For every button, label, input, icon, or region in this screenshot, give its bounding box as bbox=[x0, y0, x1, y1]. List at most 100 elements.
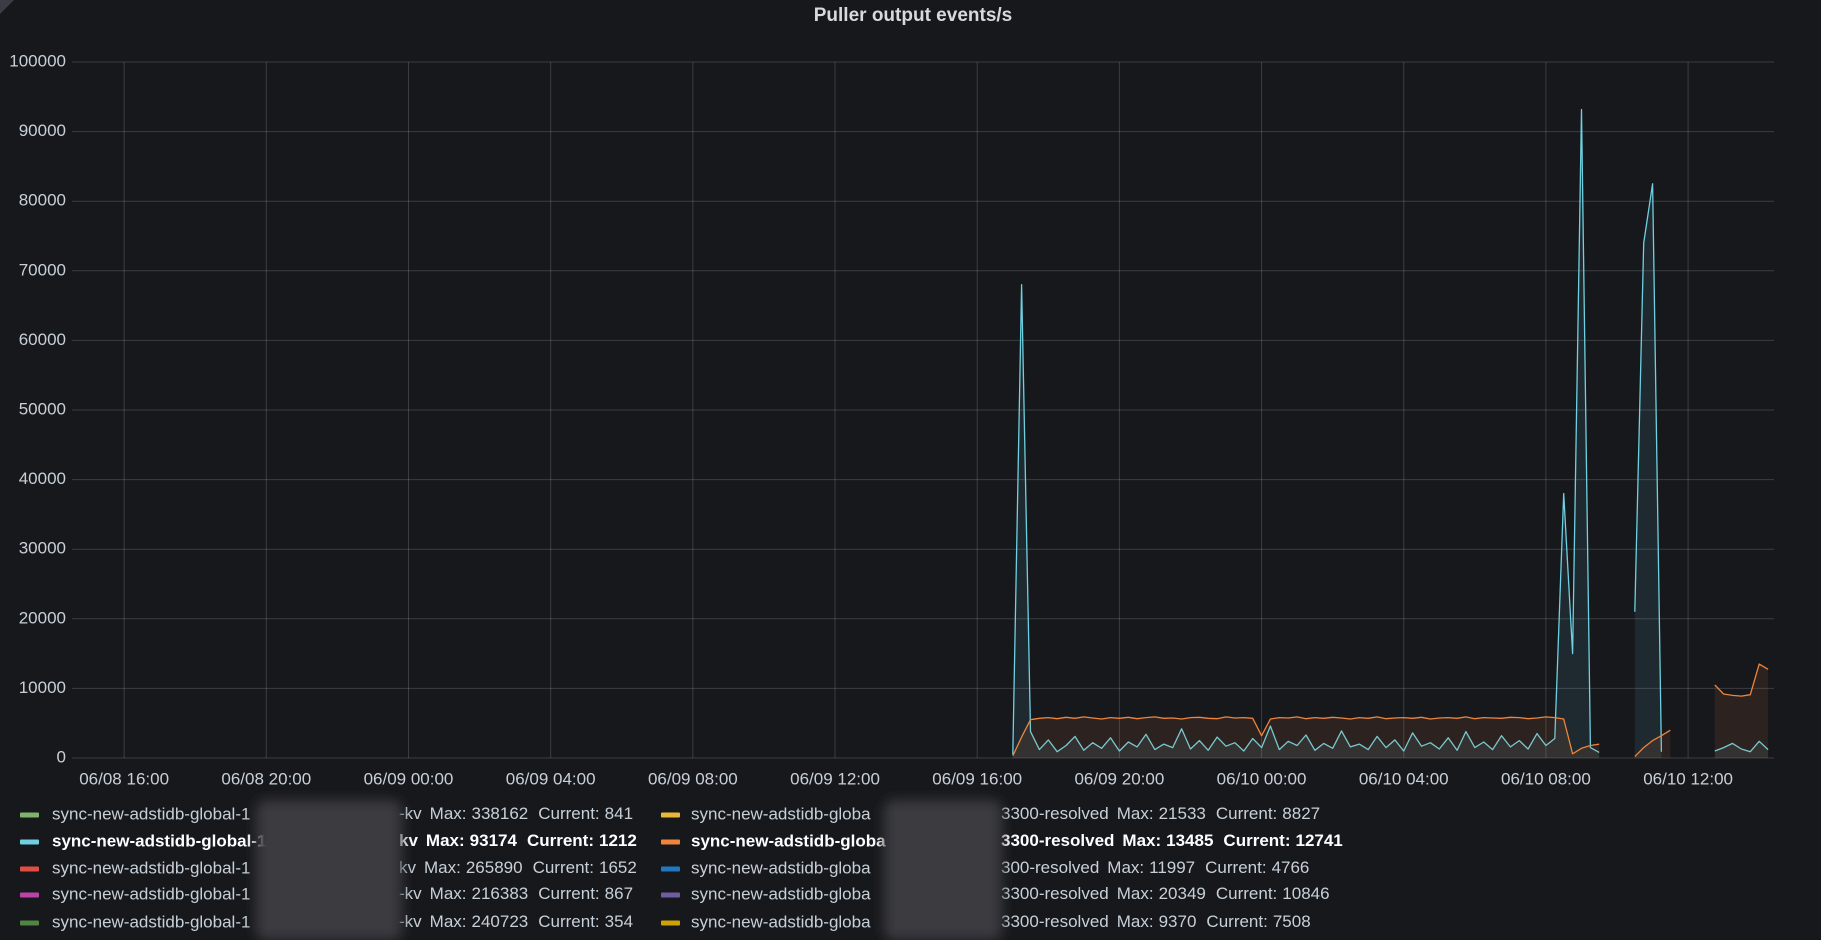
legend-current: 4766 bbox=[1272, 858, 1310, 877]
x-tick-label: 06/10 08:00 bbox=[1501, 769, 1591, 788]
legend-suffix: 3300-resolved bbox=[1001, 804, 1109, 823]
legend-stats: -kv Max: 338162 Current: 841 bbox=[399, 804, 633, 823]
y-tick-label: 70000 bbox=[19, 260, 66, 279]
legend-max-label: Max: bbox=[1117, 804, 1154, 823]
legend-swatch bbox=[661, 839, 680, 845]
legend-current: 12741 bbox=[1295, 831, 1342, 850]
legend-max: 11997 bbox=[1149, 858, 1195, 877]
x-tick-label: 06/08 16:00 bbox=[79, 769, 169, 788]
y-tick-label: 100000 bbox=[9, 51, 66, 70]
legend-suffix: -kv bbox=[399, 804, 422, 823]
legend-swatch bbox=[20, 839, 39, 845]
legend-swatch bbox=[20, 866, 39, 872]
legend-current: 8827 bbox=[1282, 804, 1320, 823]
blur-box bbox=[256, 800, 402, 940]
y-tick-label: 50000 bbox=[19, 399, 66, 418]
x-tick-label: 06/09 20:00 bbox=[1074, 769, 1164, 788]
x-tick-label: 06/09 08:00 bbox=[648, 769, 738, 788]
legend-current: 867 bbox=[605, 884, 633, 903]
x-tick-label: 06/10 00:00 bbox=[1217, 769, 1307, 788]
y-tick-label: 40000 bbox=[19, 469, 66, 488]
legend-stats: kv Max: 265890 Current: 1652 bbox=[399, 858, 637, 877]
y-tick-label: 60000 bbox=[19, 330, 66, 349]
legend-max-label: Max: bbox=[1107, 858, 1144, 877]
legend: sync-new-adstidb-global-1 -kv Max: 338162 Cu… bbox=[20, 804, 1343, 931]
series-area bbox=[1012, 664, 1769, 758]
legend-suffix: -kv bbox=[399, 884, 422, 903]
legend-current-label: Current: bbox=[1223, 831, 1290, 850]
legend-max-label: Max: bbox=[430, 884, 467, 903]
legend-name: sync-new-adstidb-global-1 bbox=[52, 884, 250, 903]
legend-swatch bbox=[20, 812, 39, 818]
legend-stats: 3300-resolved Max: 9370 Current: 7508 bbox=[1001, 912, 1311, 931]
legend-name: sync-new-adstidb-global-1 bbox=[52, 912, 250, 931]
legend-current: 354 bbox=[605, 912, 633, 931]
legend-stats: 300-resolved Max: 11997 Current: 4766 bbox=[1001, 858, 1309, 877]
grid: 0 10000 20000 30000 40000 50000 60000 70000 8000… bbox=[9, 51, 1774, 788]
legend-max: 21533 bbox=[1159, 804, 1206, 823]
legend-max: 216383 bbox=[472, 884, 529, 903]
legend-current-label: Current: bbox=[533, 858, 594, 877]
plot-area bbox=[1012, 108, 1769, 758]
y-tick-label: 20000 bbox=[19, 608, 66, 627]
chart-title: Puller output events/s bbox=[814, 5, 1012, 26]
y-tick-label: 90000 bbox=[19, 121, 66, 140]
y-tick-label: 80000 bbox=[19, 191, 66, 210]
legend-max-label: Max: bbox=[430, 912, 467, 931]
redaction bbox=[256, 800, 1002, 940]
legend-current-label: Current: bbox=[538, 804, 599, 823]
legend-name: sync-new-adstidb-global-1 bbox=[52, 804, 250, 823]
legend-max-label: Max: bbox=[1117, 884, 1154, 903]
x-tick-label: 06/10 04:00 bbox=[1359, 769, 1449, 788]
info-corner[interactable] bbox=[0, 0, 14, 14]
legend-max: 93174 bbox=[470, 831, 518, 850]
legend-stats: -kv Max: 240723 Current: 354 bbox=[399, 912, 633, 931]
x-tick-label: 06/08 20:00 bbox=[221, 769, 311, 788]
x-tick-label: 06/10 12:00 bbox=[1643, 769, 1733, 788]
legend-current: 1652 bbox=[599, 858, 637, 877]
legend-stats: kv Max: 93174 Current: 1212 bbox=[399, 831, 637, 850]
legend-max-label: Max: bbox=[1117, 912, 1154, 931]
legend-max-label: Max: bbox=[1122, 831, 1161, 850]
legend-suffix: kv bbox=[399, 858, 417, 877]
legend-name: sync-new-adstidb-global-1 bbox=[52, 858, 250, 877]
x-tick-label: 06/09 16:00 bbox=[932, 769, 1022, 788]
blur-box bbox=[884, 800, 1002, 940]
legend-suffix: -kv bbox=[399, 912, 422, 931]
legend-max: 338162 bbox=[472, 804, 529, 823]
legend-swatch bbox=[661, 892, 680, 898]
legend-current-label: Current: bbox=[1205, 858, 1266, 877]
legend-swatch bbox=[661, 866, 680, 872]
legend-name: sync-new-adstidb-globa bbox=[691, 804, 871, 823]
legend-swatch bbox=[20, 920, 39, 926]
legend-current: 10846 bbox=[1282, 884, 1329, 903]
x-tick-label: 06/09 12:00 bbox=[790, 769, 880, 788]
legend-suffix: 3300-resolved bbox=[1001, 831, 1114, 850]
legend-max: 240723 bbox=[472, 912, 529, 931]
y-tick-label: 30000 bbox=[19, 539, 66, 558]
legend-max: 265890 bbox=[466, 858, 523, 877]
legend-max: 20349 bbox=[1159, 884, 1206, 903]
legend-current: 1212 bbox=[599, 831, 637, 850]
legend-stats: 3300-resolved Max: 13485 Current: 12741 bbox=[1001, 831, 1343, 850]
legend-max-label: Max: bbox=[430, 804, 467, 823]
legend-max: 13485 bbox=[1166, 831, 1213, 850]
legend-current-label: Current: bbox=[538, 884, 599, 903]
legend-current: 7508 bbox=[1273, 912, 1311, 931]
legend-stats: 3300-resolved Max: 21533 Current: 8827 bbox=[1001, 804, 1320, 823]
legend-name: sync-new-adstidb-globa bbox=[691, 912, 871, 931]
legend-swatch bbox=[20, 892, 39, 898]
legend-name: sync-new-adstidb-global-1 bbox=[52, 831, 266, 850]
legend-name: sync-new-adstidb-globa bbox=[691, 831, 886, 850]
legend-current-label: Current: bbox=[538, 912, 599, 931]
legend-stats: 3300-resolved Max: 20349 Current: 10846 bbox=[1001, 884, 1330, 903]
legend-max: 9370 bbox=[1159, 912, 1197, 931]
legend-suffix: 3300-resolved bbox=[1001, 884, 1109, 903]
x-tick-label: 06/09 00:00 bbox=[364, 769, 454, 788]
legend-stats: -kv Max: 216383 Current: 867 bbox=[399, 884, 633, 903]
legend-swatch bbox=[661, 920, 680, 926]
y-tick-label: 0 bbox=[57, 747, 66, 766]
